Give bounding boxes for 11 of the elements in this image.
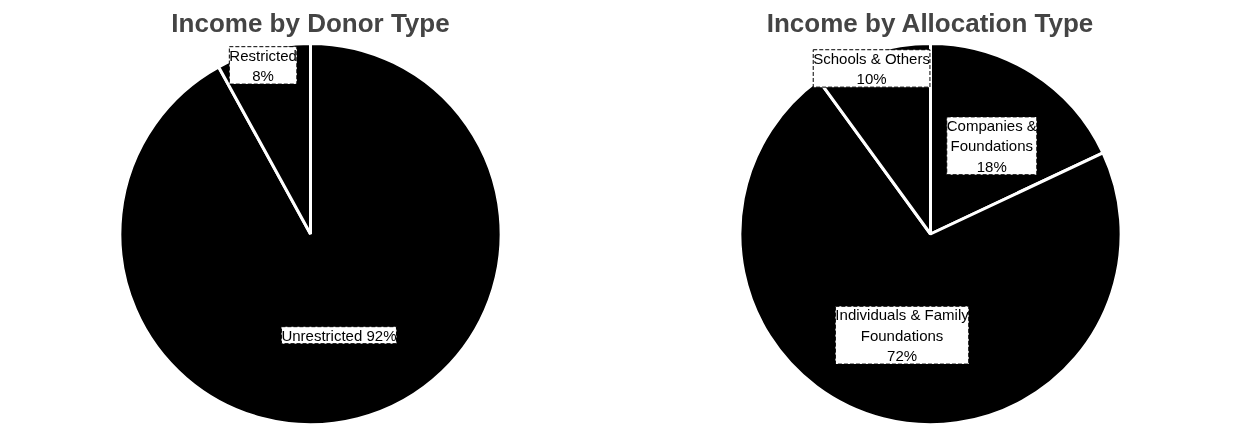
chart-title: Income by Allocation Type <box>766 7 1094 38</box>
slice-label: Restricted <box>229 46 297 64</box>
chart-title: Income by Donor Type <box>171 7 450 38</box>
data-label: 18% <box>976 157 1007 175</box>
data-label: 10% <box>856 70 887 88</box>
slice-label: Unrestricted 92% <box>281 326 397 344</box>
slice-label: Schools & Others <box>813 49 930 67</box>
data-label: 8% <box>252 67 274 85</box>
data-label: 72% <box>887 347 918 365</box>
slice-label: Companies & Foundations <box>946 116 1037 155</box>
slice-label: Individuals & Family Foundations <box>835 306 970 344</box>
